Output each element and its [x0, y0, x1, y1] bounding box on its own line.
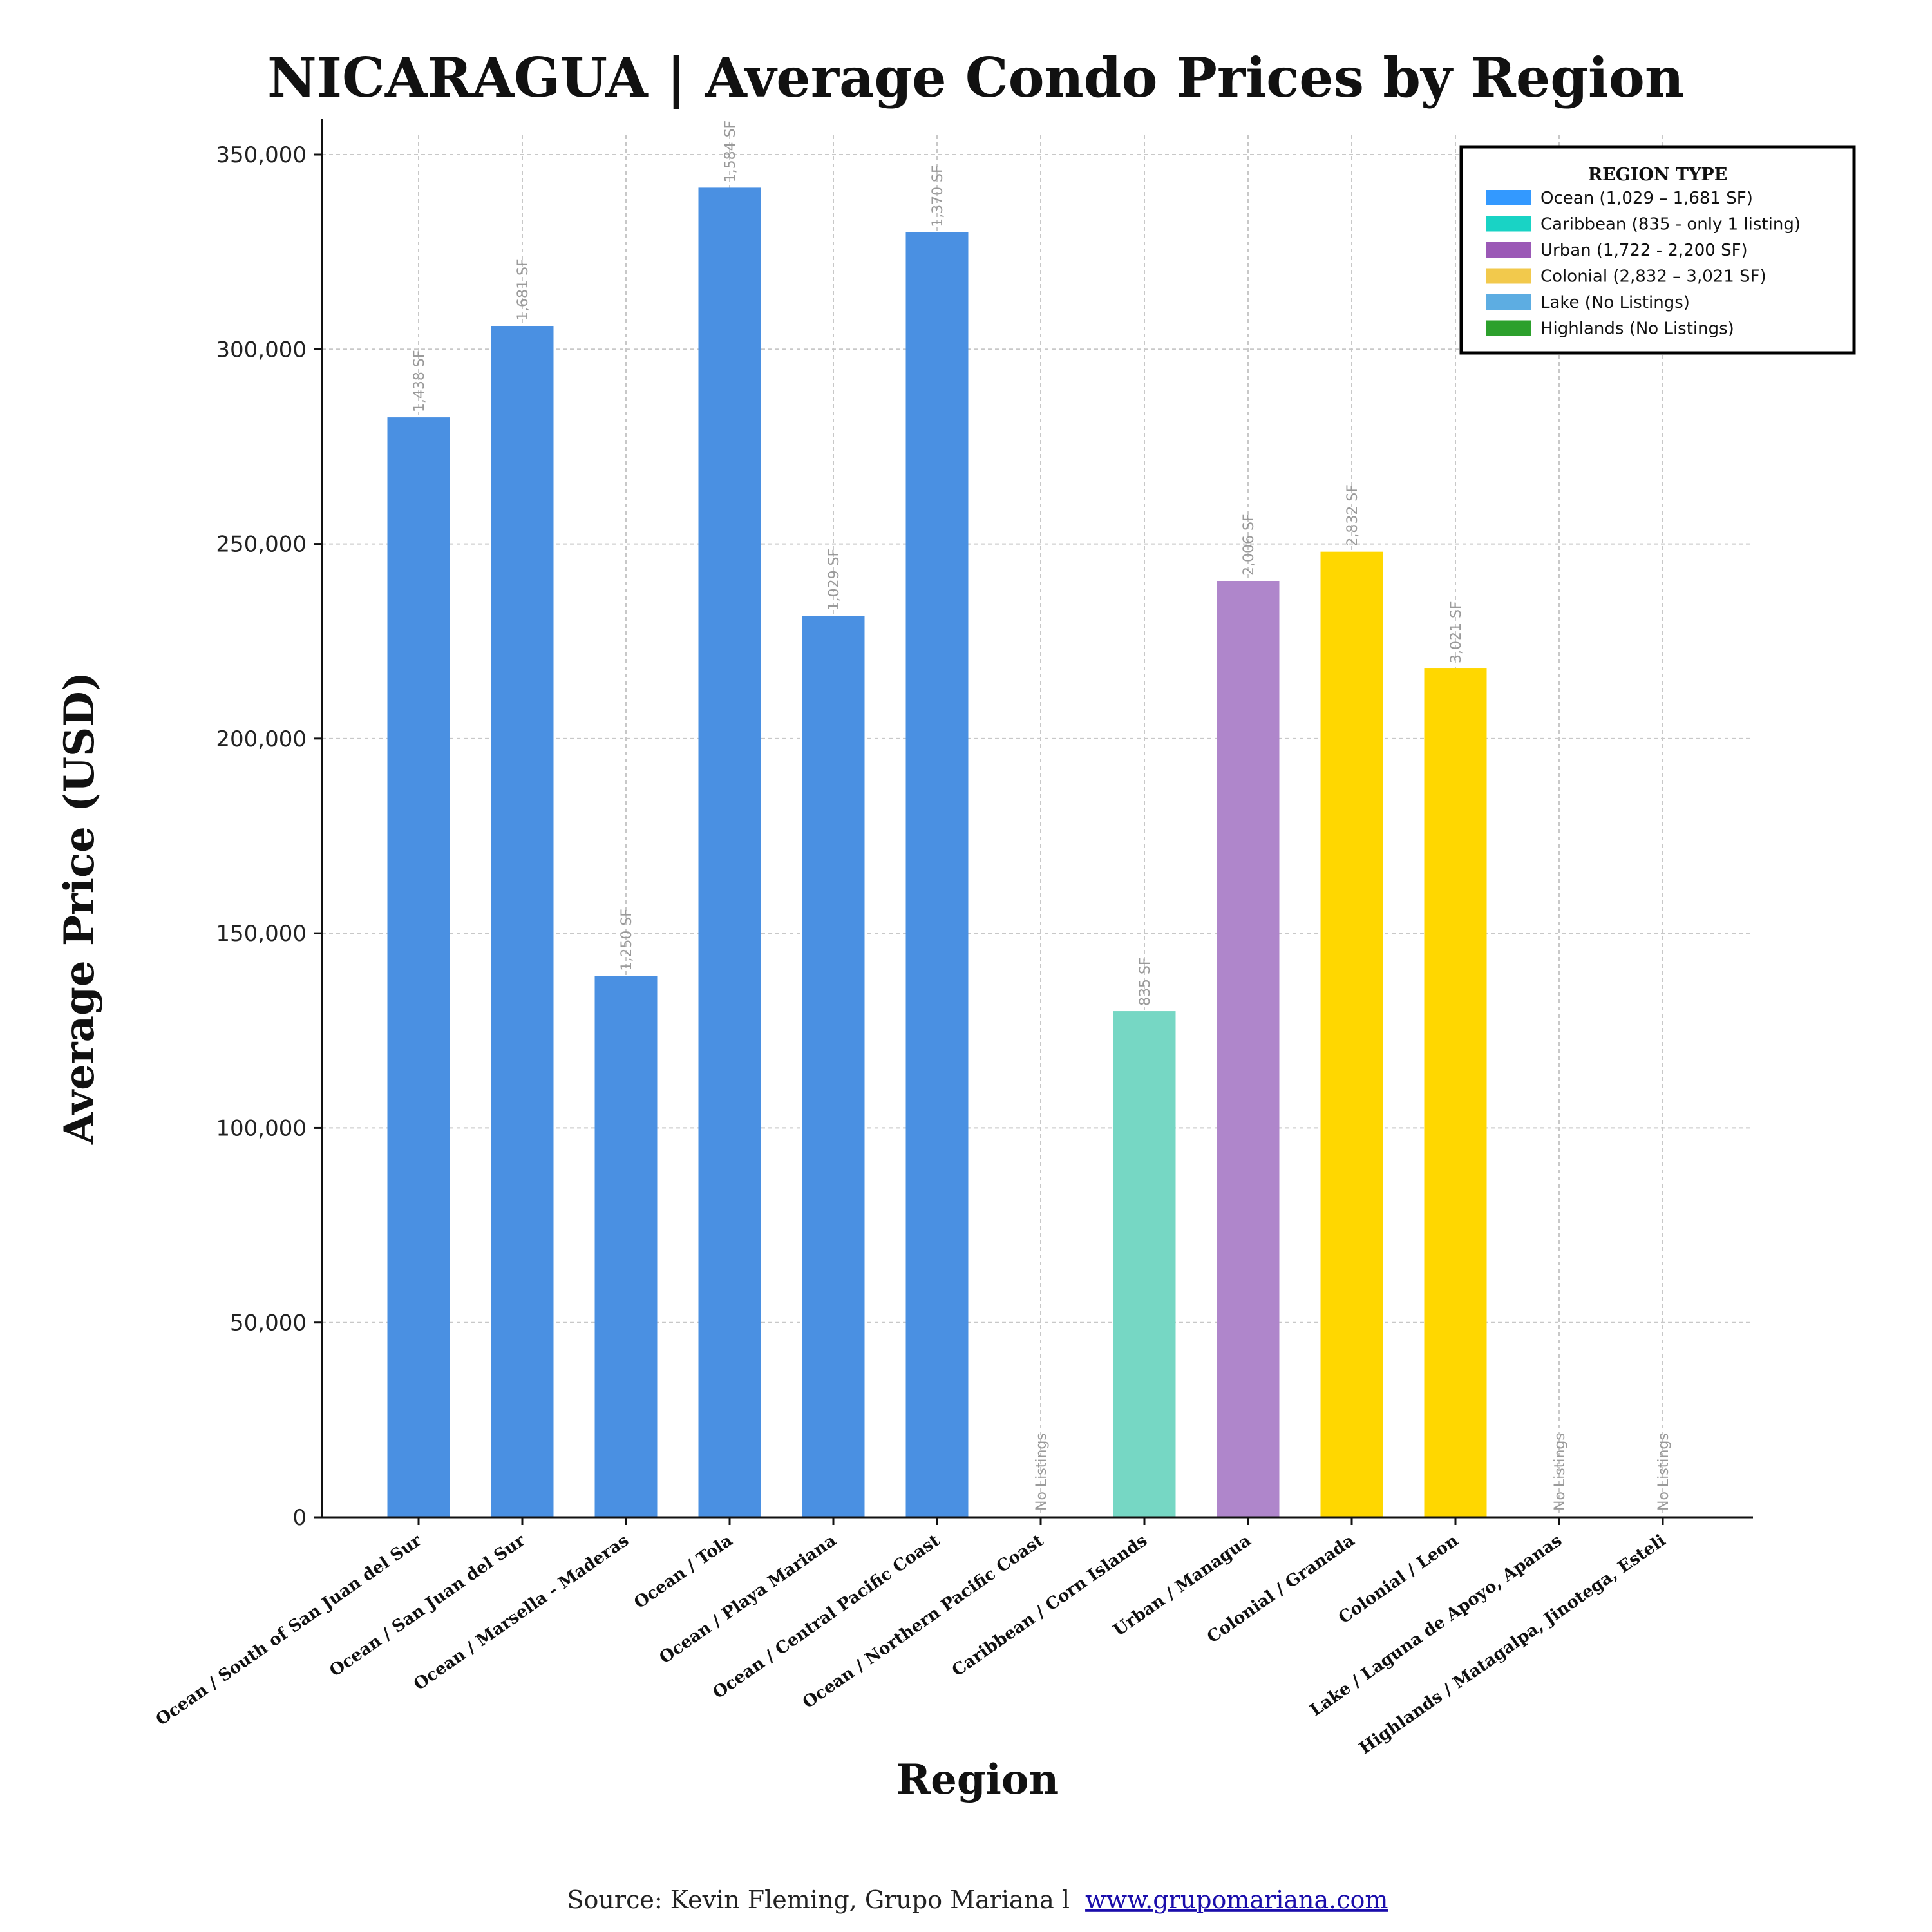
y-tick-label: 300,000 — [216, 337, 307, 363]
bar-label: 835 SF — [1137, 957, 1153, 1006]
bar — [594, 976, 658, 1517]
legend-box — [1459, 145, 1856, 355]
bar-label: 1,584 SF — [723, 120, 739, 183]
chart-title: NICARAGUA | Average Condo Prices by Regi… — [267, 46, 1684, 110]
bar-label: 1,250 SF — [619, 909, 635, 971]
legend-swatch — [1486, 268, 1531, 284]
legend-entries: Ocean (1,029 – 1,681 SF) Caribbean (835 -… — [1486, 189, 1801, 339]
legend-label: Colonial (2,832 – 3,021 SF) — [1540, 267, 1766, 287]
axes — [321, 119, 1753, 1519]
legend-label: Caribbean (835 - only 1 listing) — [1540, 215, 1801, 234]
y-ticks: 0 50,000 100,000 150,000 200,000 250,000 300,0… — [216, 142, 322, 1531]
legend-swatch — [1486, 216, 1531, 232]
legend-label: Urban (1,722 - 2,200 SF) — [1540, 241, 1748, 260]
bar-label: 1,029 SF — [826, 549, 842, 611]
legend-label: Highlands (No Listings) — [1540, 319, 1734, 339]
y-tick-label: 50,000 — [230, 1311, 307, 1336]
x-tick-label: Ocean / Tola — [630, 1531, 736, 1613]
x-tick-label: Ocean / Playa Mariana — [656, 1531, 840, 1667]
bar — [491, 326, 554, 1517]
legend-swatch — [1486, 242, 1531, 258]
bar — [802, 616, 865, 1517]
x-axis-title: Region — [896, 1756, 1059, 1804]
y-tick-label: 100,000 — [216, 1115, 307, 1141]
legend-label: Lake (No Listings) — [1540, 293, 1690, 312]
source-link[interactable]: www.grupomariana.com — [1085, 1886, 1388, 1914]
x-tick-label: Caribbean / Corn Islands — [949, 1531, 1151, 1680]
bar-label: No Listings — [1656, 1433, 1672, 1511]
y-tick-label: 150,000 — [216, 921, 307, 947]
bar — [1320, 551, 1383, 1517]
y-tick-label: 250,000 — [216, 532, 307, 558]
x-tick-label: Ocean / Marsella - Maderas — [410, 1531, 632, 1694]
legend: REGION TYPE Ocean (1,029 – 1,681 SF) Cari… — [1459, 145, 1856, 355]
bar-label: No Listings — [1552, 1433, 1568, 1511]
bar-label: 1,438 SF — [412, 350, 428, 412]
bar-label: No Listings — [1034, 1433, 1050, 1511]
bars — [387, 187, 1487, 1517]
legend-swatch — [1486, 294, 1531, 310]
bar — [1217, 581, 1280, 1517]
bar-labels: 1,438 SF 1,681 SF 1,250 SF 1,584 SF 1,029 SF… — [412, 120, 1672, 1511]
y-tick-label: 0 — [292, 1505, 307, 1531]
legend-swatch — [1486, 320, 1531, 336]
bar-label: 1,370 SF — [930, 165, 946, 227]
legend-title: REGION TYPE — [1588, 165, 1728, 185]
bar-label: 2,832 SF — [1345, 484, 1361, 547]
bar-label: 2,006 SF — [1241, 513, 1257, 576]
source-line: Source: Kevin Fleming, Grupo Mariana l ww… — [567, 1886, 1388, 1914]
y-tick-label: 200,000 — [216, 726, 307, 752]
legend-swatch — [1486, 190, 1531, 205]
x-tick-label: Ocean / San Juan del Sur — [326, 1531, 529, 1681]
y-tick-label: 350,000 — [216, 142, 307, 168]
bar — [387, 417, 450, 1517]
bar — [1113, 1011, 1176, 1517]
bar-label: 3,021 SF — [1448, 601, 1464, 663]
bar — [698, 187, 761, 1517]
bar — [1424, 668, 1487, 1517]
y-axis-title: Average Price (USD) — [55, 672, 104, 1145]
bar-label: 1,681 SF — [515, 258, 531, 321]
legend-label: Ocean (1,029 – 1,681 SF) — [1540, 189, 1753, 208]
source-text: Source: Kevin Fleming, Grupo Mariana l — [567, 1886, 1070, 1914]
bar — [905, 232, 969, 1517]
